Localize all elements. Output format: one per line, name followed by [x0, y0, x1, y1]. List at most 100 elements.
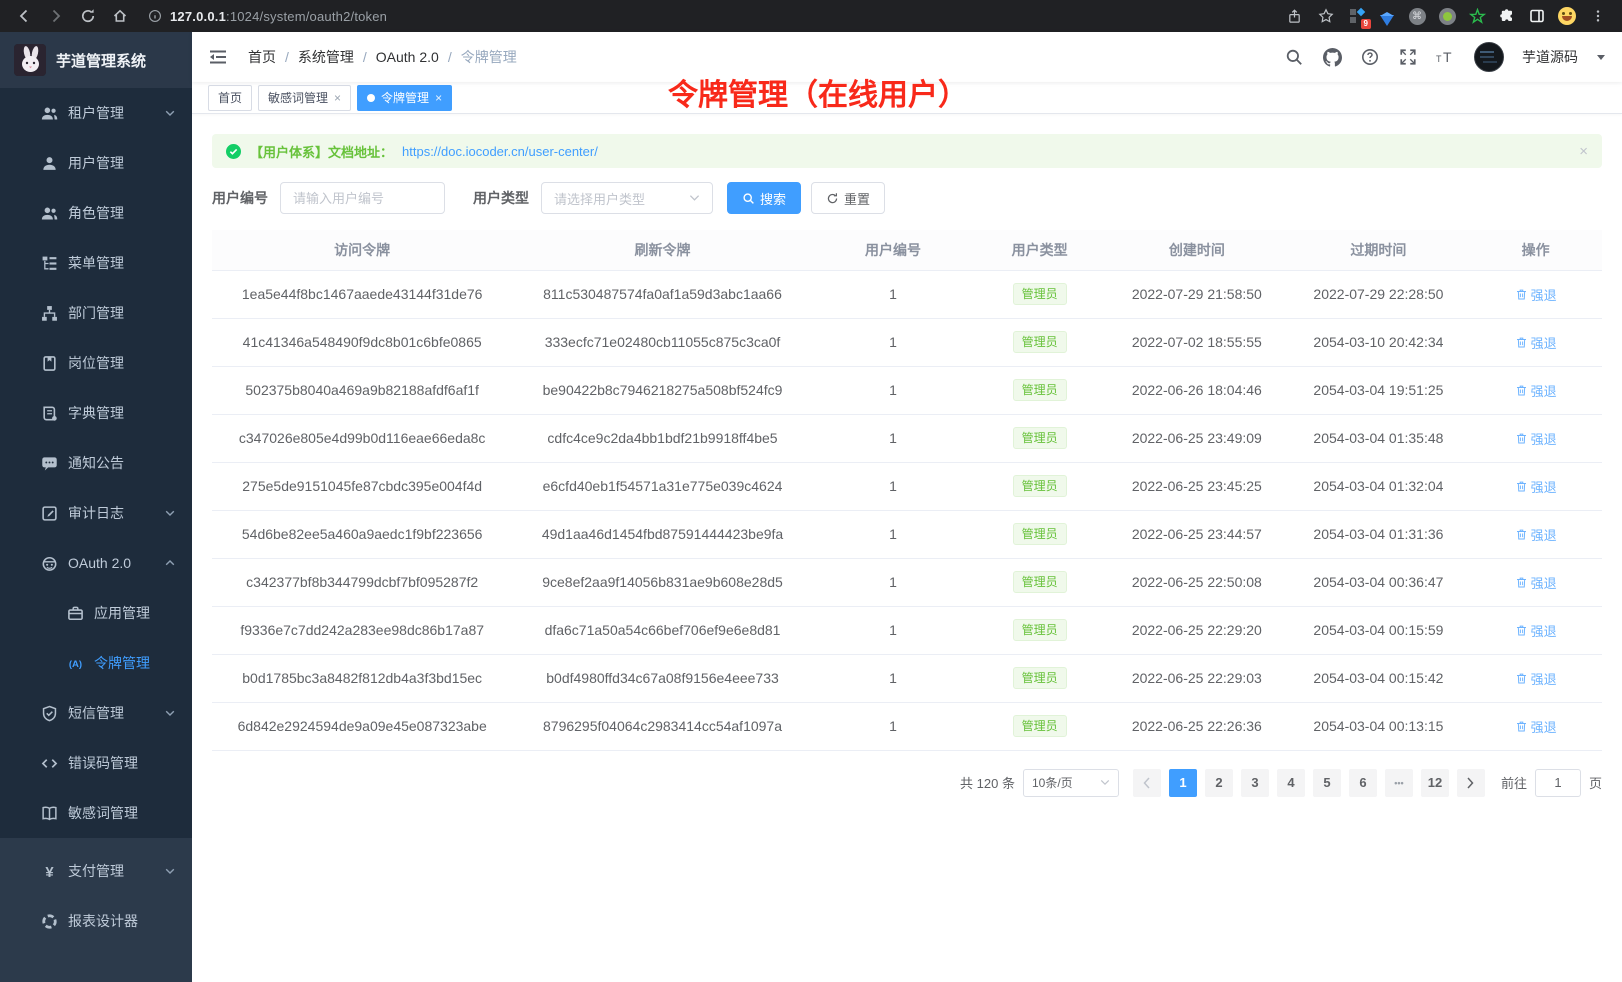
browser-back-button[interactable]: [10, 3, 38, 29]
sidebar-item-sensitive[interactable]: 敏感词管理: [0, 788, 192, 838]
sidebar-item-label: 应用管理: [94, 605, 150, 621]
breadcrumb-item: 令牌管理: [460, 49, 517, 65]
share-icon[interactable]: [1280, 3, 1308, 29]
reset-button[interactable]: 重置: [811, 182, 886, 214]
access-token-cell: c347026e805e4d99b0d116eae66eda8c: [212, 414, 513, 463]
tab-label: 令牌管理: [381, 91, 430, 105]
search-button[interactable]: 搜索: [727, 182, 802, 214]
sidebar-item-menu[interactable]: 菜单管理: [0, 238, 192, 288]
breadcrumb-item[interactable]: 首页: [248, 49, 276, 65]
sidebar-item-dept[interactable]: 部门管理: [0, 288, 192, 338]
extension-record-icon[interactable]: [1434, 3, 1460, 29]
force-logout-button[interactable]: 强退: [1515, 669, 1557, 688]
more-pages-button[interactable]: •••: [1384, 768, 1413, 797]
sidebar-menu-bottom: ¥ 支付管理 报表设计器: [0, 838, 192, 982]
extension-puzzle-icon[interactable]: [1494, 3, 1520, 29]
sidebar-item-report[interactable]: 报表设计器: [0, 896, 192, 946]
sidebar-item-tenant[interactable]: 租户管理: [0, 88, 192, 138]
search-icon[interactable]: [1284, 47, 1304, 67]
page-button-1[interactable]: 1: [1168, 768, 1197, 797]
sidebar-item-pay[interactable]: ¥ 支付管理: [0, 846, 192, 896]
sidebar-item-notice[interactable]: 通知公告: [0, 438, 192, 488]
breadcrumb-item[interactable]: OAuth 2.0: [375, 49, 439, 65]
alert-doc-link[interactable]: https://doc.iocoder.cn/user-center/: [402, 143, 598, 159]
alert-close-icon[interactable]: ×: [1579, 142, 1588, 160]
user-type-badge: 管理员: [1012, 475, 1067, 497]
page-size-select[interactable]: 10条/页: [1022, 768, 1119, 797]
force-logout-button[interactable]: 强退: [1515, 477, 1557, 496]
sidebar-item-user[interactable]: 用户管理: [0, 138, 192, 188]
force-logout-button[interactable]: 强退: [1515, 429, 1557, 448]
browser-menu-icon[interactable]: [1584, 3, 1612, 29]
sidebar-item-oauth2[interactable]: OAuth 2.0: [0, 538, 192, 588]
access-token-cell: 54d6be82ee5a460a9aedc1f9bf223656: [212, 510, 513, 559]
user-name[interactable]: 芋道源码: [1522, 49, 1578, 65]
profile-emoji-icon[interactable]: [1554, 3, 1580, 29]
sidebar-item-oauth2-app[interactable]: 应用管理: [0, 588, 192, 638]
app-logo-row[interactable]: 芋道管理系统: [0, 32, 192, 88]
success-check-icon: [226, 143, 241, 159]
sidebar-item-role[interactable]: 角色管理: [0, 188, 192, 238]
force-logout-button[interactable]: 强退: [1515, 621, 1557, 640]
user-menu-caret-icon[interactable]: [1596, 53, 1606, 61]
page-button-12[interactable]: 12: [1420, 768, 1449, 797]
refresh-icon: [826, 192, 839, 205]
chevron-down-icon: [164, 865, 176, 877]
browser-reload-button[interactable]: [74, 3, 102, 29]
force-logout-button[interactable]: 强退: [1515, 333, 1557, 352]
tab-close-icon[interactable]: ×: [334, 90, 342, 105]
page-button-3[interactable]: 3: [1240, 768, 1269, 797]
user-id-input[interactable]: [280, 182, 445, 214]
page-button-6[interactable]: 6: [1348, 768, 1377, 797]
extension-sidepanel-icon[interactable]: [1524, 3, 1550, 29]
refresh-token-cell: b0df4980ffd34c67a08f9156e4eee733: [512, 654, 813, 703]
sidebar-item-oauth2-token[interactable]: (A) 令牌管理: [0, 638, 192, 688]
alert-text: 【用户体系】文档地址：: [250, 144, 394, 160]
sidebar-item-sms[interactable]: 短信管理: [0, 688, 192, 738]
tab-敏感词管理[interactable]: 敏感词管理 ×: [258, 84, 352, 111]
bookmark-star-icon[interactable]: [1312, 3, 1340, 29]
browser-forward-button[interactable]: [42, 3, 70, 29]
extension-blocks-icon[interactable]: 9: [1344, 3, 1371, 29]
page-content: 【用户体系】文档地址： https://doc.iocoder.cn/user-…: [192, 114, 1622, 982]
page-button-5[interactable]: 5: [1312, 768, 1341, 797]
breadcrumb-item[interactable]: 系统管理: [297, 49, 354, 65]
tab-close-icon[interactable]: ×: [435, 90, 443, 105]
help-icon[interactable]: [1360, 47, 1380, 67]
site-info-icon[interactable]: [148, 9, 162, 23]
address-bar[interactable]: 127.0.0.1:1024/system/oauth2/token: [138, 4, 1276, 28]
browser-home-button[interactable]: [106, 3, 134, 29]
next-page-button[interactable]: [1456, 768, 1485, 797]
extension-command-icon[interactable]: ⌘: [1404, 3, 1430, 29]
sidebar-item-error-code[interactable]: 错误码管理: [0, 738, 192, 788]
page-button-4[interactable]: 4: [1276, 768, 1305, 797]
action-cell: 强退: [1469, 318, 1602, 367]
refresh-token-cell: be90422b8c7946218275a508bf524fc9: [512, 366, 813, 415]
avatar[interactable]: [1474, 42, 1504, 72]
extension-gem-icon[interactable]: [1374, 3, 1400, 29]
goto-page-input[interactable]: [1534, 768, 1581, 797]
fullscreen-icon[interactable]: [1398, 47, 1418, 67]
extension-star-icon[interactable]: [1464, 3, 1490, 29]
collapse-sidebar-icon[interactable]: [208, 46, 230, 68]
prev-page-button[interactable]: [1132, 768, 1161, 797]
user-type-select[interactable]: 请选择用户类型: [541, 182, 713, 214]
page-button-2[interactable]: 2: [1204, 768, 1233, 797]
sidebar-item-dict[interactable]: 字典管理: [0, 388, 192, 438]
force-logout-button[interactable]: 强退: [1515, 525, 1557, 544]
org-icon: [40, 305, 58, 322]
tab-令牌管理[interactable]: 令牌管理 ×: [357, 84, 453, 111]
sidebar-item-audit-log[interactable]: 审计日志: [0, 488, 192, 538]
user-id-cell: 1: [812, 702, 974, 751]
github-icon[interactable]: [1322, 47, 1342, 67]
user-id-cell: 1: [812, 510, 974, 559]
force-logout-button[interactable]: 强退: [1515, 717, 1557, 736]
force-logout-button[interactable]: 强退: [1515, 573, 1557, 592]
tab-首页[interactable]: 首页: [208, 84, 253, 111]
force-logout-button[interactable]: 强退: [1515, 381, 1557, 400]
book-icon: [40, 805, 58, 822]
force-logout-button[interactable]: 强退: [1515, 285, 1557, 304]
sidebar-item-post[interactable]: 岗位管理: [0, 338, 192, 388]
goto-page-suffix: 页: [1588, 776, 1602, 791]
